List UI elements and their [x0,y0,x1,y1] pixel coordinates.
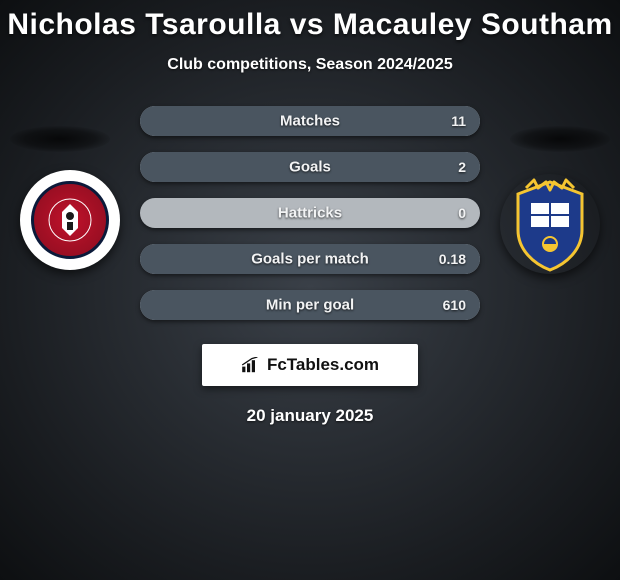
player-shadow-left [10,126,110,152]
club-crest-right [500,174,600,274]
stat-label: Matches [280,113,340,130]
subtitle: Club competitions, Season 2024/2025 [0,56,620,74]
brand-text: FcTables.com [267,355,379,375]
stat-row: Goals per match 0.18 [140,244,480,274]
stat-value-right: 0.18 [439,251,466,267]
stat-label: Goals per match [251,251,369,268]
bar-chart-icon [241,357,261,373]
stat-label: Goals [289,159,331,176]
crawley-town-icon [31,181,109,259]
player-shadow-right [510,126,610,152]
stat-row: Hattricks 0 [140,198,480,228]
comparison-card: Nicholas Tsaroulla vs Macauley Southam C… [0,0,620,580]
club-crest-left [20,170,120,270]
page-title: Nicholas Tsaroulla vs Macauley Southam [0,0,620,42]
brand-badge: FcTables.com [202,344,418,386]
snapshot-date: 20 january 2025 [0,406,620,426]
stat-value-right: 0 [458,205,466,221]
stat-label: Min per goal [266,297,354,314]
stat-row: Goals 2 [140,152,480,182]
stat-value-right: 2 [458,159,466,175]
stat-value-right: 11 [451,113,466,129]
stat-label: Hattricks [278,205,342,222]
stat-value-right: 610 [443,297,466,313]
stat-row: Matches 11 [140,106,480,136]
stockport-county-icon [500,174,600,274]
stat-row: Min per goal 610 [140,290,480,320]
